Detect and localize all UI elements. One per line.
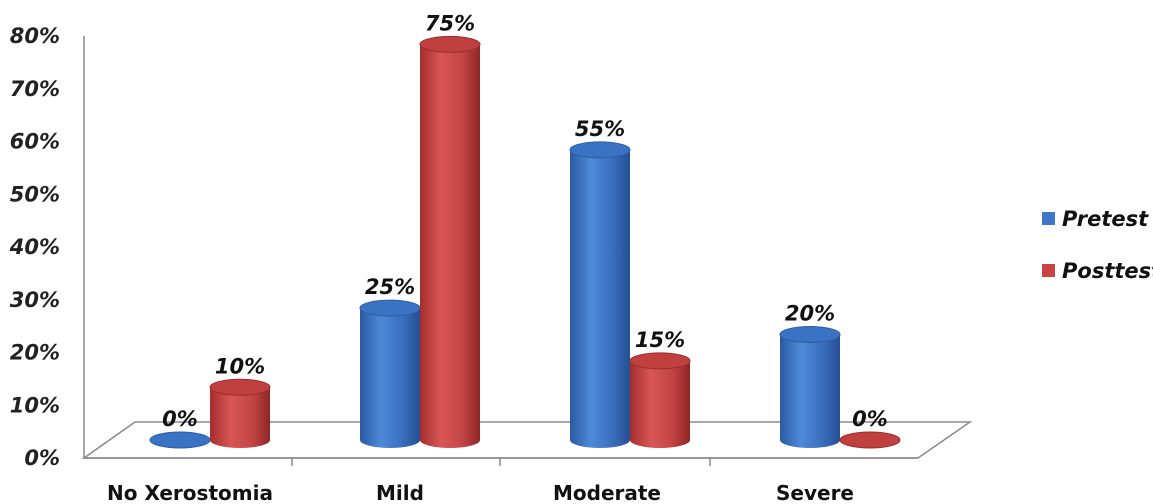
y-tick-label: 70% xyxy=(10,77,60,101)
bar-pretest-2 xyxy=(569,141,631,448)
bar-posttest-0 xyxy=(209,378,271,448)
data-label: 25% xyxy=(365,275,415,299)
y-tick-label: 20% xyxy=(10,341,60,365)
bar-top xyxy=(779,326,841,343)
x-category-label: Severe xyxy=(776,481,854,504)
bar-top xyxy=(359,299,421,317)
data-labels: 0% 25% 55% 20% 10% 75% 15% 0% xyxy=(162,11,888,431)
legend-item-posttest: Posttest xyxy=(1042,259,1153,283)
bar-top xyxy=(629,352,691,370)
y-tick-label: 0% xyxy=(24,446,60,470)
bar-pretest-0 xyxy=(149,431,211,449)
data-label: 20% xyxy=(785,302,835,326)
y-tick-label: 50% xyxy=(10,182,60,206)
data-label: 0% xyxy=(852,407,888,431)
legend-item-pretest: Pretest xyxy=(1042,207,1149,231)
bar-top xyxy=(149,431,211,449)
bar-top xyxy=(569,141,631,159)
y-tick-label: 60% xyxy=(10,130,60,154)
legend-swatch-posttest xyxy=(1042,264,1055,277)
y-axis-ticks: 0% 10% 20% 30% 40% 50% 60% 70% 80% xyxy=(9,24,60,470)
legend: Pretest Posttest xyxy=(1042,207,1153,283)
bar-pretest-3 xyxy=(779,326,841,448)
bar-pretest-1 xyxy=(359,299,421,448)
data-label: 55% xyxy=(575,117,625,141)
bar-body xyxy=(570,149,630,448)
legend-label-posttest: Posttest xyxy=(1062,259,1153,283)
legend-swatch-pretest xyxy=(1042,212,1055,225)
y-tick-label: 80% xyxy=(10,24,60,48)
y-tick-label: 10% xyxy=(10,393,60,417)
bar-posttest-1 xyxy=(419,35,481,448)
bar-top xyxy=(209,378,271,396)
bars xyxy=(149,35,901,449)
bar-body xyxy=(210,387,270,448)
data-label: 15% xyxy=(635,328,685,352)
bar-top xyxy=(839,431,901,449)
y-tick-label: 40% xyxy=(9,235,60,259)
data-label: 75% xyxy=(425,11,475,35)
x-axis-categories: No Xerostomia Mild Moderate Severe xyxy=(107,458,854,504)
bar-body xyxy=(780,334,840,448)
bar-body xyxy=(630,360,690,448)
data-label: 10% xyxy=(215,354,265,378)
bar-posttest-2 xyxy=(629,352,691,448)
y-tick-label: 30% xyxy=(10,288,60,312)
bar-body xyxy=(420,44,480,448)
legend-label-pretest: Pretest xyxy=(1062,207,1149,231)
x-category-label: Mild xyxy=(376,481,424,504)
data-label: 0% xyxy=(162,407,198,431)
x-category-label: Moderate xyxy=(553,481,661,504)
x-category-label: No Xerostomia xyxy=(107,481,273,504)
bar-body xyxy=(360,308,420,448)
bar-posttest-3 xyxy=(839,431,901,449)
bar-top xyxy=(419,35,481,53)
